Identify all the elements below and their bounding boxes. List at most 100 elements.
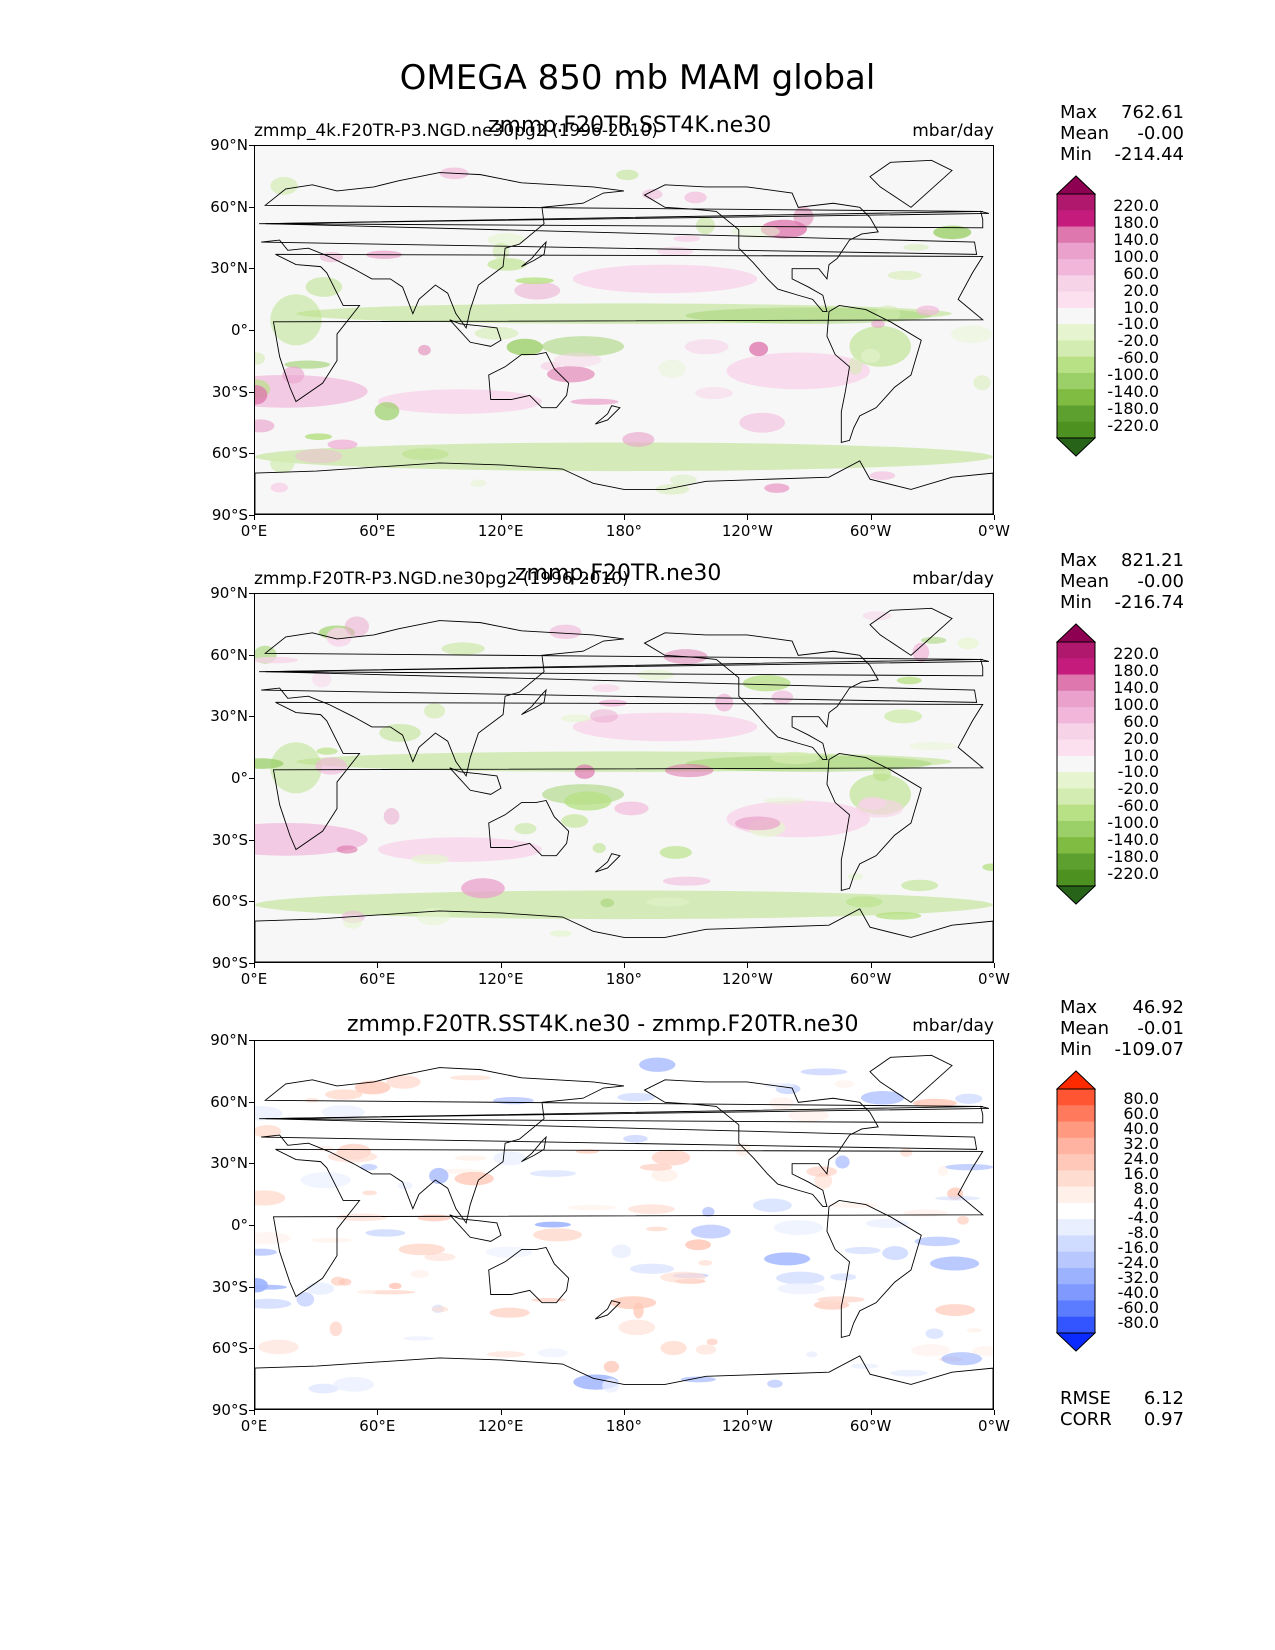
colorbar-tick-label: 24.0: [1123, 1148, 1159, 1168]
lon-tick-mark: [993, 515, 995, 520]
field-contour: [315, 757, 348, 775]
field-contour: [735, 1142, 751, 1157]
colorbar-tick-label: -16.0: [1117, 1238, 1159, 1258]
field-contour: [549, 930, 572, 937]
lon-tick-mark: [870, 515, 872, 520]
field-contour: [547, 366, 595, 383]
coastline-australia: [488, 799, 570, 857]
colorbar-segment: [1057, 405, 1095, 423]
panel-stats: Max 762.61 Mean -0.00 Min -214.44: [1060, 102, 1184, 165]
colorbar-segment: [1057, 210, 1095, 228]
lat-tick-mark: [249, 268, 254, 270]
field-contour: [574, 764, 595, 779]
colorbar-segment: [1057, 755, 1095, 773]
colorbar-tick-label: -4.0: [1127, 1208, 1159, 1228]
colorbar-segment: [1057, 642, 1095, 659]
field-contour: [364, 1290, 416, 1295]
lon-tick-mark: [500, 1410, 502, 1415]
field-contour: [308, 1383, 339, 1394]
field-contour: [592, 842, 606, 854]
lat-tick-mark: [249, 716, 254, 718]
field-contour: [310, 1237, 352, 1243]
lon-tick-label: 120°E: [477, 970, 524, 988]
field-contour: [616, 169, 639, 181]
field-contour: [793, 206, 814, 227]
field-contour: [570, 398, 619, 405]
lat-tick-mark: [249, 901, 254, 903]
stat-label: CORR: [1060, 1409, 1112, 1430]
colorbar-tick-label: 16.0: [1123, 1163, 1159, 1183]
field-contour: [336, 845, 358, 854]
field-contour: [255, 1106, 283, 1121]
colorbar-tick-label: -32.0: [1117, 1268, 1159, 1288]
field-contour: [344, 616, 370, 637]
field-contour: [329, 1321, 343, 1337]
field-contour: [441, 642, 485, 655]
field-contour: [362, 1190, 377, 1196]
field-contour: [882, 1246, 909, 1260]
lon-tick-mark: [747, 963, 749, 968]
field-contour: [835, 1155, 850, 1169]
colorbar-segment: [1057, 340, 1095, 358]
field-contour: [321, 1105, 365, 1120]
colorbar-segment: [1057, 1202, 1095, 1220]
colorbar-segment: [1057, 853, 1095, 871]
coastline-africa: [272, 1148, 984, 1298]
field-contour: [966, 1328, 982, 1333]
colorbar-segment: [1057, 1154, 1095, 1171]
colorbar-tick-label: 220.0: [1113, 196, 1159, 215]
field-contour: [360, 1163, 378, 1171]
lat-tick-label: 60°N: [210, 645, 248, 664]
lat-tick-label: 90°N: [210, 1031, 248, 1049]
map-panel-2: zmmp.F20TR-P3.NGD.ne30pg2 (1996-2010) zmm…: [0, 550, 1275, 1033]
field-contour: [417, 1214, 451, 1222]
lon-tick-mark: [254, 963, 255, 968]
stat-row-rmse: RMSE 6.12: [1060, 1388, 1184, 1409]
lon-tick-mark: [254, 515, 255, 520]
stat-row-min: Min -109.07: [1060, 1039, 1184, 1060]
lon-tick-mark: [993, 1410, 995, 1415]
stat-value: -0.00: [1137, 123, 1184, 144]
field-contour: [270, 176, 298, 195]
colorbar-segment: [1057, 421, 1095, 439]
colorbar-tick-label: -140.0: [1107, 830, 1159, 850]
stat-row-min: Min -216.74: [1060, 592, 1184, 613]
field-contour: [827, 1202, 878, 1208]
colorbar-tick-label: 60.0: [1123, 1103, 1159, 1123]
field-contour: [911, 1344, 951, 1357]
panel-stats: Max 821.21 Mean -0.00 Min -216.74: [1060, 550, 1184, 613]
field-contour: [489, 1307, 530, 1318]
field-contour: [295, 448, 343, 464]
colorbar-tick-label: 80.0: [1123, 1089, 1159, 1108]
field-contour: [685, 1239, 711, 1251]
field-contour: [845, 896, 883, 908]
panel-units: mbar/day: [912, 569, 994, 589]
field-contour: [726, 352, 870, 390]
field-contour: [698, 1259, 713, 1266]
stat-value: -216.74: [1114, 592, 1184, 613]
field-contour: [343, 916, 363, 929]
colorbar-segment: [1057, 1105, 1095, 1123]
stat-value: -109.07: [1114, 1039, 1184, 1060]
colorbar-segment: [1057, 242, 1095, 260]
field-contour: [492, 1096, 534, 1105]
stat-value: 762.61: [1121, 102, 1184, 123]
field-contour: [316, 747, 338, 755]
field-contour: [388, 1282, 402, 1290]
colorbar-segment: [1057, 275, 1095, 293]
field-contour: [646, 897, 690, 907]
coastline-indonesia: [449, 319, 502, 347]
colorbar-tick-label: -180.0: [1107, 399, 1159, 419]
lat-tick-label: 90°N: [210, 584, 248, 602]
lat-tick-mark: [249, 839, 254, 841]
lon-tick-mark: [870, 1410, 872, 1415]
field-contour: [429, 1167, 449, 1185]
colorbar: [1056, 1070, 1096, 1352]
lat-tick-mark: [249, 330, 254, 331]
field-contour: [656, 246, 694, 257]
panel-left-title: zmmp_4k.F20TR-P3.NGD.ne30pg2 (1996-2010): [254, 121, 658, 141]
field-contour: [533, 1228, 583, 1242]
field-contour: [734, 816, 781, 831]
lon-tick-label: 0°W: [978, 970, 1010, 988]
field-contour: [270, 454, 295, 473]
